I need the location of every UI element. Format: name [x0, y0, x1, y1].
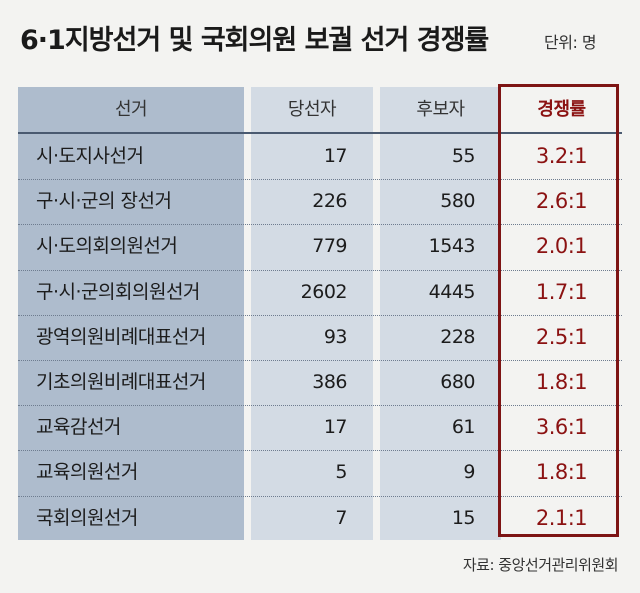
- source-note: 자료: 중앙선거관리위원회: [462, 556, 619, 574]
- cell-candidates: 580: [440, 190, 475, 213]
- cell-candidates: 1543: [428, 235, 476, 258]
- header-candidates: 후보자: [416, 99, 465, 120]
- chart-title: 6·1지방선거 및 국회의원 보궐 선거 경쟁률: [20, 25, 489, 56]
- cell-ratio: 2.1:1: [535, 505, 588, 530]
- header-ratio: 경쟁률: [537, 99, 586, 120]
- cell-candidates: 680: [440, 371, 475, 393]
- cell-candidates: 55: [451, 145, 476, 167]
- cell-election: 기초의원비례대표선거: [36, 371, 206, 393]
- cell-election: 국회의원선거: [36, 506, 138, 529]
- cell-candidates: 61: [451, 416, 476, 439]
- header-divider: [18, 132, 622, 134]
- candidates-column-bg: [380, 87, 501, 540]
- cell-election: 구·시·군의 장선거: [36, 190, 172, 213]
- unit-label: 단위: 명: [544, 33, 597, 52]
- cell-election: 시·도의회의원선거: [36, 235, 178, 258]
- cell-ratio: 3.2:1: [535, 144, 588, 168]
- cell-ratio: 1.8:1: [535, 460, 588, 485]
- cell-winners: 779: [312, 235, 347, 258]
- cell-election: 구·시·군의회의원선거: [36, 280, 200, 303]
- cell-election: 교육의원선거: [36, 461, 138, 484]
- header-election: 선거: [114, 99, 148, 120]
- cell-winners: 93: [323, 325, 348, 348]
- header-winners: 당선자: [287, 99, 337, 120]
- cell-winners: 386: [312, 371, 347, 393]
- cell-election: 광역의원비례대표선거: [36, 325, 206, 348]
- row-divider: [18, 224, 622, 226]
- row-divider: [18, 405, 622, 407]
- row-divider: [18, 360, 622, 361]
- cell-ratio: 2.6:1: [535, 189, 588, 214]
- cell-ratio: 3.6:1: [535, 415, 588, 440]
- cell-winners: 2602: [300, 280, 348, 303]
- ratio-column-bg: [501, 87, 622, 540]
- cell-election: 교육감선거: [36, 416, 121, 439]
- winners-column-bg: [251, 87, 373, 540]
- cell-candidates: 4445: [428, 280, 476, 303]
- cell-ratio: 2.5:1: [535, 324, 588, 349]
- row-divider: [18, 314, 622, 316]
- row-divider: [18, 179, 622, 181]
- cell-winners: 7: [335, 506, 347, 529]
- cell-candidates: 15: [451, 506, 476, 529]
- cell-winners: 17: [323, 145, 348, 167]
- cell-ratio: 2.0:1: [535, 234, 588, 259]
- cell-candidates: 228: [440, 325, 475, 348]
- election-column-bg: [18, 87, 244, 540]
- cell-winners: 17: [323, 416, 348, 439]
- cell-ratio: 1.7:1: [535, 279, 588, 304]
- cell-candidates: 9: [463, 461, 475, 484]
- row-divider: [18, 450, 622, 452]
- cell-election: 시·도지사선거: [36, 145, 144, 167]
- cell-winners: 226: [312, 190, 347, 213]
- row-divider: [18, 269, 622, 271]
- cell-ratio: 1.8:1: [535, 370, 588, 394]
- cell-winners: 5: [335, 461, 347, 484]
- row-divider: [18, 495, 622, 497]
